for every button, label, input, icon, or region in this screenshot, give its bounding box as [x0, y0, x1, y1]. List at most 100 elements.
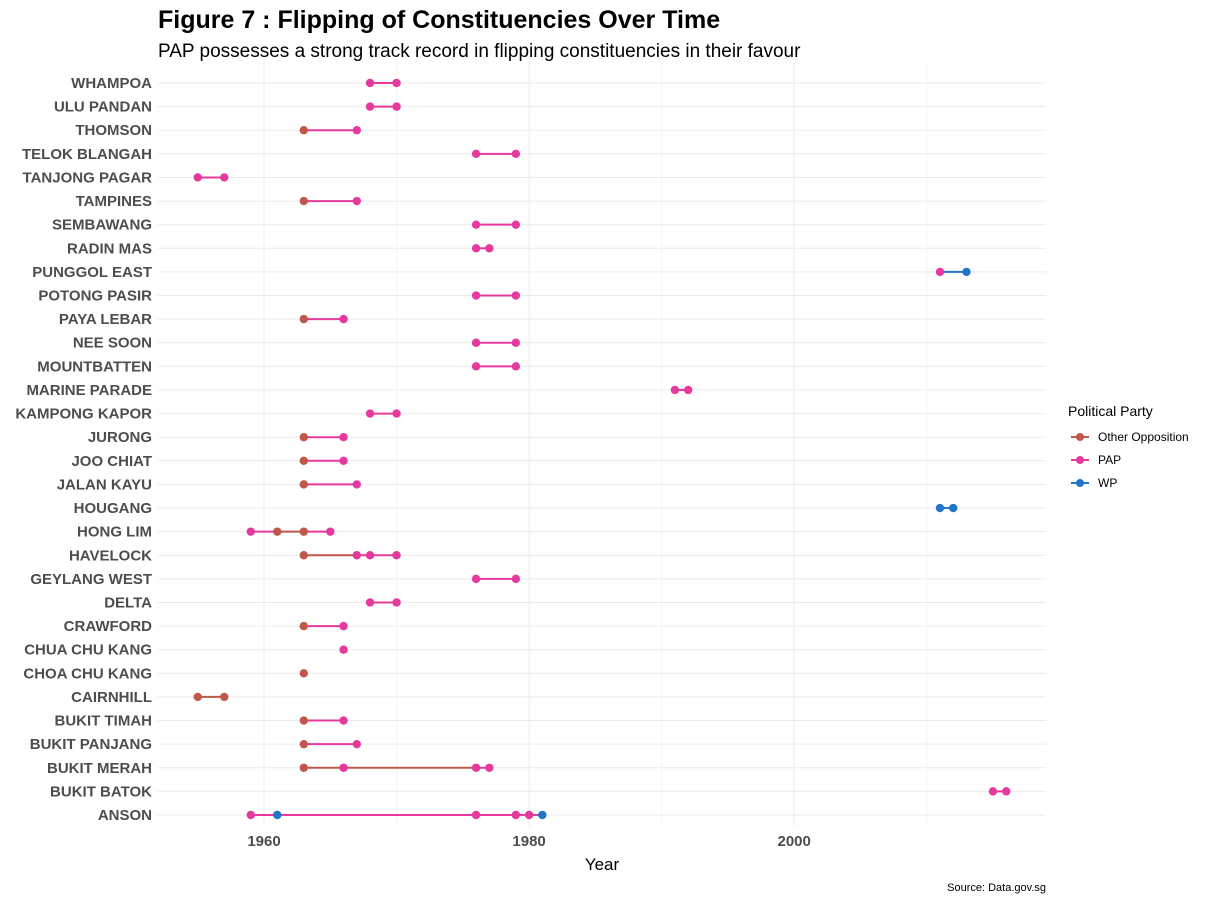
y-tick-label: CHOA CHU KANG: [23, 665, 152, 682]
data-point: [339, 432, 348, 442]
data-point: [352, 126, 362, 135]
data-point: [299, 669, 308, 678]
y-tick-label: JOO CHIAT: [71, 453, 152, 470]
data-point: [392, 78, 401, 88]
x-tick-label: 1960: [247, 833, 280, 850]
y-tick-label: HAVELOCK: [69, 547, 152, 564]
y-tick-label: HONG LIM: [77, 524, 152, 541]
data-point: [471, 810, 481, 820]
data-point: [299, 551, 308, 560]
y-tick-label: GEYLANG WEST: [30, 571, 152, 588]
data-point: [935, 503, 945, 513]
data-point: [339, 314, 348, 324]
y-tick-label: CRAWFORD: [64, 618, 152, 635]
x-axis-title: Year: [585, 855, 620, 874]
data-point: [339, 763, 348, 772]
data-point: [299, 126, 308, 135]
y-tick-label: THOMSON: [75, 122, 152, 139]
data-point: [988, 787, 998, 796]
data-point: [352, 739, 362, 749]
legend-label: WP: [1098, 476, 1117, 490]
data-point: [352, 551, 362, 560]
y-tick-label: KAMPONG KAPOR: [15, 406, 152, 423]
data-point: [365, 409, 375, 418]
data-point: [365, 78, 375, 88]
data-point: [485, 244, 494, 253]
data-point: [392, 102, 401, 111]
data-point: [273, 527, 282, 536]
y-tick-label: POTONG PASIR: [38, 288, 152, 305]
data-point: [511, 291, 521, 300]
data-point: [365, 551, 375, 560]
data-point: [471, 362, 481, 371]
data-point: [538, 810, 547, 820]
data-point: [471, 574, 481, 584]
data-point: [273, 810, 282, 820]
data-point: [670, 385, 680, 395]
data-point: [246, 810, 255, 820]
y-tick-label: SEMBAWANG: [52, 217, 152, 234]
data-point: [1002, 787, 1011, 796]
data-point: [392, 551, 401, 560]
data-point: [220, 173, 229, 182]
y-tick-label: PUNGGOL EAST: [32, 264, 152, 281]
point-layer: [193, 78, 1011, 820]
data-point: [299, 527, 308, 536]
x-tick-label: 2000: [777, 833, 810, 850]
data-point: [511, 574, 521, 584]
data-point: [949, 503, 958, 513]
data-point: [962, 267, 971, 277]
data-point: [299, 716, 308, 725]
data-point: [299, 739, 308, 749]
y-tick-label: ULU PANDAN: [54, 99, 152, 116]
chart-subtitle: PAP possesses a strong track record in f…: [158, 41, 801, 62]
data-point: [511, 810, 521, 820]
y-tick-label: TELOK BLANGAH: [22, 146, 152, 163]
data-point: [511, 338, 521, 347]
y-tick-label: BUKIT BATOK: [50, 783, 152, 800]
y-tick-label: TAMPINES: [76, 193, 152, 210]
legend-title: Political Party: [1068, 403, 1153, 419]
data-point: [471, 149, 481, 159]
y-tick-label: BUKIT MERAH: [47, 760, 152, 777]
data-point: [524, 810, 534, 820]
data-point: [299, 314, 308, 324]
data-point: [339, 621, 348, 631]
data-point: [471, 291, 481, 300]
data-point: [339, 716, 348, 725]
y-tick-label: WHAMPOA: [71, 75, 152, 92]
data-point: [299, 621, 308, 631]
data-point: [471, 763, 481, 772]
y-tick-label: MOUNTBATTEN: [37, 358, 152, 375]
data-point: [352, 480, 362, 489]
y-tick-label: CAIRNHILL: [71, 689, 152, 706]
data-point: [471, 244, 481, 253]
data-point: [299, 763, 308, 772]
y-tick-label: PAYA LEBAR: [59, 311, 152, 328]
y-tick-label: NEE SOON: [73, 335, 152, 352]
data-point: [511, 220, 521, 229]
y-tick-label: JURONG: [88, 429, 152, 446]
data-point: [511, 149, 521, 159]
data-point: [326, 527, 335, 536]
legend-key-point: [1076, 433, 1084, 441]
y-tick-label: BUKIT PANJANG: [30, 736, 152, 753]
segment-layer: [197, 82, 1007, 816]
data-point: [193, 173, 202, 182]
y-tick-label: ANSON: [98, 807, 152, 824]
legend-items: Other Opposition PAP WP: [1071, 430, 1189, 490]
legend: Political Party Other Opposition PAP WP: [1068, 403, 1189, 490]
data-point: [392, 409, 401, 418]
data-point: [365, 102, 375, 111]
data-point: [471, 220, 481, 229]
y-tick-label: JALAN KAYU: [57, 476, 152, 493]
y-tick-label: BUKIT TIMAH: [55, 713, 153, 730]
data-point: [220, 692, 229, 702]
data-point: [339, 456, 348, 466]
y-axis-labels: ANSON BUKIT BATOK BUKIT MERAH BUKIT PANJANG…: [15, 75, 152, 824]
data-point: [339, 645, 348, 654]
x-axis-ticks: 1960 1980 2000: [247, 833, 811, 850]
x-tick-label: 1980: [512, 833, 545, 850]
y-tick-label: CHUA CHU KANG: [24, 642, 152, 659]
